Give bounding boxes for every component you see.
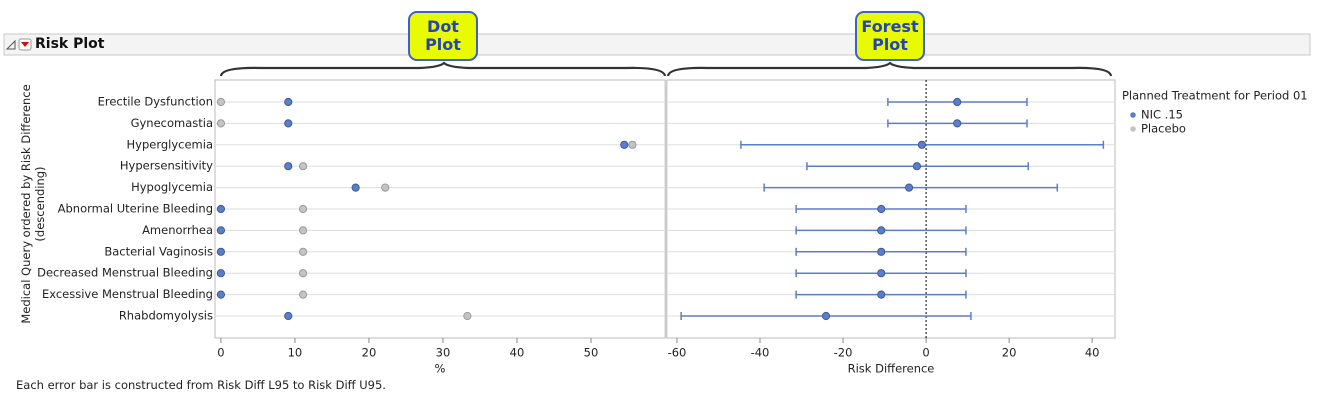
y-tick-label: Excessive Menstrual Bleeding <box>42 287 213 301</box>
y-tick-label: Gynecomastia <box>131 116 213 130</box>
legend-marker <box>1130 112 1136 118</box>
point <box>904 183 914 192</box>
point <box>953 97 962 107</box>
brace <box>666 61 1113 77</box>
disclosure-icon[interactable] <box>5 39 16 50</box>
dot <box>216 226 226 235</box>
y-tick-label: Amenorrhea <box>142 223 213 237</box>
x-tick-label: 0 <box>217 346 224 360</box>
point <box>917 140 927 149</box>
dot <box>216 290 226 299</box>
dot <box>628 140 637 149</box>
point <box>877 247 886 256</box>
dot <box>216 119 226 128</box>
footnote: Each error bar is constructed from Risk … <box>16 378 386 392</box>
dot <box>298 247 308 256</box>
dot <box>216 204 226 214</box>
dot <box>298 204 308 214</box>
x-tick-label: 30 <box>436 346 451 360</box>
dot <box>298 269 308 278</box>
legend-label: Placebo <box>1141 122 1186 136</box>
x-tick-label: 0 <box>922 346 929 360</box>
dot <box>381 183 390 192</box>
point <box>912 162 922 171</box>
dot <box>298 226 308 235</box>
x-tick-label: -40 <box>751 346 770 360</box>
x-axis-label: % <box>435 362 446 376</box>
x-tick-label: 50 <box>584 346 599 360</box>
point <box>821 311 831 321</box>
x-tick-label: 20 <box>1002 346 1017 360</box>
dot <box>216 247 226 256</box>
point <box>953 119 962 128</box>
x-tick-label: 40 <box>510 346 525 360</box>
legend-label: NIC .15 <box>1141 108 1183 122</box>
menu-arrow <box>21 42 29 47</box>
y-tick-label: Abnormal Uterine Bleeding <box>58 202 213 216</box>
x-tick-label: 10 <box>288 346 303 360</box>
brace <box>219 61 667 77</box>
dot <box>463 311 472 321</box>
dot <box>216 269 226 278</box>
x-tick-label: 20 <box>362 346 377 360</box>
callout: Forest Plot <box>855 11 925 61</box>
point <box>877 204 886 214</box>
x-tick-label: -60 <box>668 346 687 360</box>
point <box>877 269 886 278</box>
legend-title: Planned Treatment for Period 01 <box>1122 89 1308 103</box>
dot <box>620 140 629 149</box>
dot <box>298 290 308 299</box>
y-axis-label: Medical Query ordered by Risk Difference… <box>19 84 47 324</box>
dot <box>216 97 226 107</box>
point <box>877 290 886 299</box>
y-tick-label: Bacterial Vaginosis <box>104 244 213 258</box>
x-axis-label: Risk Difference <box>848 362 935 376</box>
y-tick-label: Erectile Dysfunction <box>98 95 213 109</box>
y-tick-label: Decreased Menstrual Bleeding <box>37 266 213 280</box>
dot <box>298 162 308 171</box>
dot <box>284 162 293 171</box>
panel-title: Risk Plot <box>35 36 105 52</box>
dot <box>284 311 293 321</box>
y-tick-label: Rhabdomyolysis <box>119 309 213 323</box>
legend-marker <box>1130 126 1136 132</box>
y-tick-label: Hyperglycemia <box>127 137 214 151</box>
panel-header <box>3 33 1311 56</box>
y-tick-label: Hypoglycemia <box>131 180 213 194</box>
x-tick-label: -20 <box>834 346 853 360</box>
x-tick-label: 40 <box>1085 346 1100 360</box>
dot <box>284 97 293 107</box>
dot <box>284 119 293 128</box>
y-tick-label: Hypersensitivity <box>120 159 213 173</box>
callout: Dot Plot <box>408 11 478 61</box>
dot <box>351 183 360 192</box>
point <box>877 226 886 235</box>
